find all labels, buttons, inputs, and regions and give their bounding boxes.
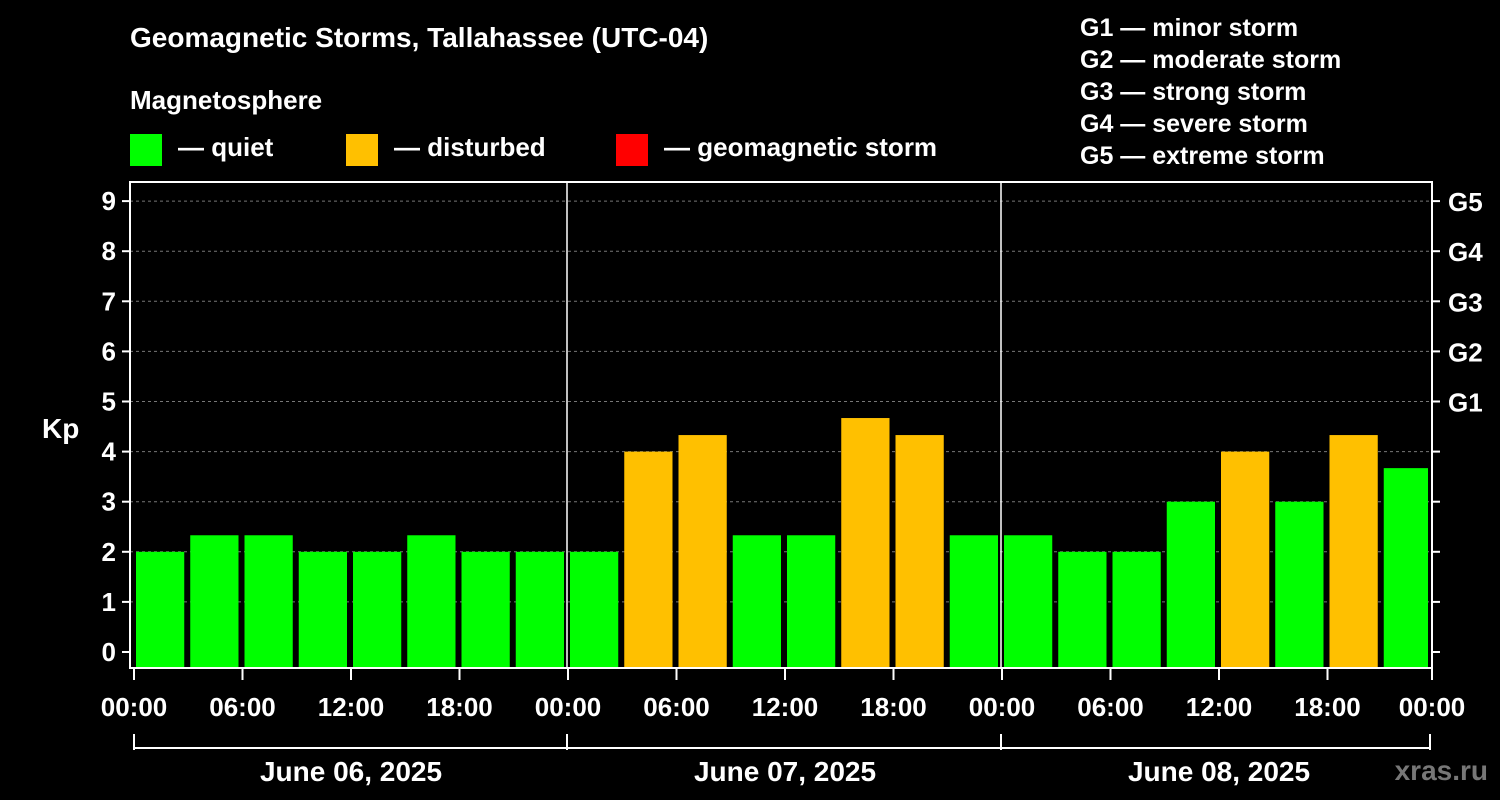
x-tick-label: 12:00 (318, 692, 385, 722)
x-tick-label: 06:00 (209, 692, 276, 722)
day-label: June 06, 2025 (260, 756, 442, 787)
y-axis-label: Kp (42, 413, 79, 444)
y-tick-label: 3 (102, 487, 116, 517)
y-tick-label: 1 (102, 587, 116, 617)
bar (407, 535, 456, 668)
g-tick-label: G1 (1448, 388, 1483, 418)
y-tick-label: 6 (102, 336, 116, 366)
bar (515, 551, 564, 668)
bar (841, 418, 890, 668)
y-tick-label: 2 (102, 537, 116, 567)
g-level-g4: G4 — severe storm (1080, 110, 1308, 138)
bar (244, 535, 293, 668)
bar (1275, 501, 1324, 668)
x-tick-label: 18:00 (860, 692, 927, 722)
x-tick-label: 00:00 (101, 692, 168, 722)
x-tick-label: 18:00 (426, 692, 493, 722)
x-tick-label: 18:00 (1294, 692, 1361, 722)
x-tick-label: 06:00 (643, 692, 710, 722)
bar (1058, 551, 1107, 668)
y-tick-label: 9 (102, 186, 116, 216)
bar (678, 435, 727, 668)
bar (1221, 451, 1270, 668)
y-tick-label: 4 (102, 437, 117, 467)
legend-swatch-storm (616, 134, 648, 166)
x-tick-label: 00:00 (969, 692, 1036, 722)
bar (298, 551, 347, 668)
x-tick-label: 06:00 (1077, 692, 1144, 722)
g-level-g2: G2 — moderate storm (1080, 46, 1342, 74)
chart-title: Geomagnetic Storms, Tallahassee (UTC-04) (130, 22, 709, 53)
legend-swatch-disturbed (346, 134, 378, 166)
x-tick-label: 00:00 (1399, 692, 1466, 722)
day-label: June 08, 2025 (1128, 756, 1310, 787)
x-tick-label: 12:00 (1186, 692, 1253, 722)
bar (1112, 551, 1161, 668)
bar (949, 535, 998, 668)
y-tick-label: 0 (102, 637, 116, 667)
bar (353, 551, 402, 668)
magnetosphere-label: Magnetosphere (130, 85, 323, 115)
legend-label-storm: — geomagnetic storm (664, 132, 938, 162)
y-tick-label: 8 (102, 236, 116, 266)
bar (895, 435, 944, 668)
bar (570, 551, 619, 668)
bar (1383, 468, 1428, 668)
bar (1329, 435, 1378, 668)
bar (190, 535, 239, 668)
plot-frame (129, 181, 1433, 669)
watermark: xras.ru (1394, 755, 1488, 786)
bar (461, 551, 510, 668)
g-level-g3: G3 — strong storm (1080, 78, 1307, 106)
g-tick-label: G2 (1448, 337, 1483, 367)
y-tick-label: 5 (102, 387, 116, 417)
g-tick-label: G4 (1448, 237, 1483, 267)
bar (732, 535, 781, 668)
y-tick-label: 7 (102, 286, 116, 316)
x-tick-label: 00:00 (535, 692, 602, 722)
bar (624, 451, 673, 668)
g-tick-label: G3 (1448, 287, 1483, 317)
day-label: June 07, 2025 (694, 756, 876, 787)
bar (136, 551, 185, 668)
legend-label-disturbed: — disturbed (394, 132, 546, 162)
g-tick-label: G5 (1448, 187, 1483, 217)
legend-swatch-quiet (130, 134, 162, 166)
bar (1166, 501, 1215, 668)
bar (1004, 535, 1053, 668)
x-tick-label: 12:00 (752, 692, 819, 722)
bar (787, 535, 836, 668)
g-level-g1: G1 — minor storm (1080, 14, 1299, 42)
g-level-g5: G5 — extreme storm (1080, 142, 1325, 170)
legend-label-quiet: — quiet (178, 132, 274, 162)
